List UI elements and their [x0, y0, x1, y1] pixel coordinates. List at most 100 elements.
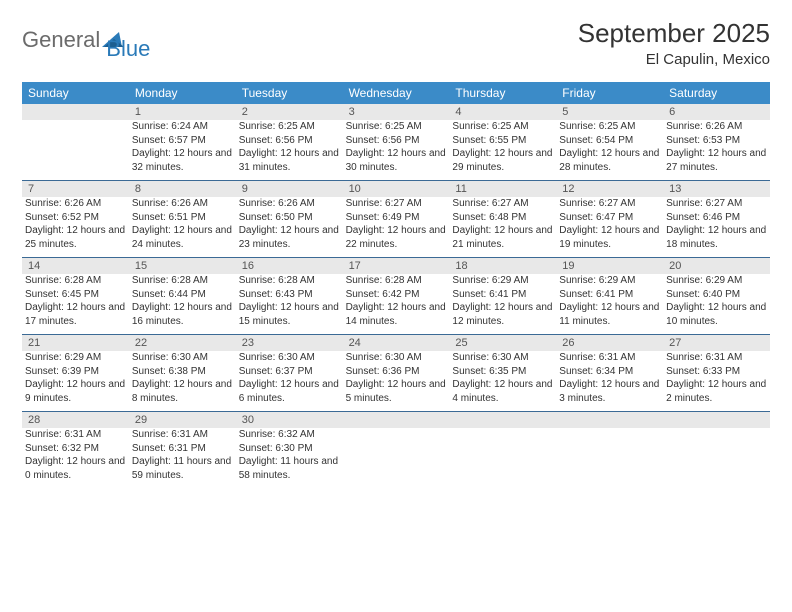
calendar-cell: [449, 428, 556, 488]
daylight-line: Daylight: 11 hours and 58 minutes.: [239, 455, 340, 482]
calendar-cell: Sunrise: 6:30 AMSunset: 6:36 PMDaylight:…: [343, 351, 450, 411]
sunset-line: Sunset: 6:56 PM: [239, 134, 340, 148]
weeks-container: 123456Sunrise: 6:24 AMSunset: 6:57 PMDay…: [22, 104, 770, 488]
day-number: 8: [129, 181, 236, 197]
day-number: 17: [343, 258, 450, 274]
day-number: 30: [236, 412, 343, 428]
day-number: 16: [236, 258, 343, 274]
header: General Blue September 2025 El Capulin, …: [22, 18, 770, 68]
sunrise-line: Sunrise: 6:30 AM: [346, 351, 447, 365]
day-number: 21: [22, 335, 129, 351]
daylight-line: Daylight: 12 hours and 14 minutes.: [346, 301, 447, 328]
sunset-line: Sunset: 6:47 PM: [559, 211, 660, 225]
day-header-wed: Wednesday: [343, 82, 450, 104]
daylight-line: Daylight: 12 hours and 28 minutes.: [559, 147, 660, 174]
calendar-cell: Sunrise: 6:31 AMSunset: 6:33 PMDaylight:…: [663, 351, 770, 411]
day-number: [343, 412, 450, 428]
day-header-sat: Saturday: [663, 82, 770, 104]
sunset-line: Sunset: 6:40 PM: [666, 288, 767, 302]
logo-blue-text: Blue: [106, 36, 150, 61]
daylight-line: Daylight: 12 hours and 25 minutes.: [25, 224, 126, 251]
calendar-cell: Sunrise: 6:28 AMSunset: 6:42 PMDaylight:…: [343, 274, 450, 334]
sunrise-line: Sunrise: 6:25 AM: [239, 120, 340, 134]
day-number: 5: [556, 104, 663, 120]
daylight-line: Daylight: 12 hours and 8 minutes.: [132, 378, 233, 405]
day-number: 28: [22, 412, 129, 428]
sunrise-line: Sunrise: 6:31 AM: [666, 351, 767, 365]
calendar-cell: Sunrise: 6:25 AMSunset: 6:54 PMDaylight:…: [556, 120, 663, 180]
sunrise-line: Sunrise: 6:28 AM: [239, 274, 340, 288]
calendar-cell: Sunrise: 6:25 AMSunset: 6:56 PMDaylight:…: [236, 120, 343, 180]
sunrise-line: Sunrise: 6:26 AM: [666, 120, 767, 134]
week-row: Sunrise: 6:28 AMSunset: 6:45 PMDaylight:…: [22, 274, 770, 335]
sunset-line: Sunset: 6:42 PM: [346, 288, 447, 302]
day-header-row: Sunday Monday Tuesday Wednesday Thursday…: [22, 82, 770, 104]
daylight-line: Daylight: 12 hours and 23 minutes.: [239, 224, 340, 251]
day-number: 18: [449, 258, 556, 274]
sunrise-line: Sunrise: 6:28 AM: [346, 274, 447, 288]
calendar-cell: Sunrise: 6:32 AMSunset: 6:30 PMDaylight:…: [236, 428, 343, 488]
day-number-row: 123456: [22, 104, 770, 120]
calendar-cell: Sunrise: 6:27 AMSunset: 6:47 PMDaylight:…: [556, 197, 663, 257]
calendar-cell: Sunrise: 6:30 AMSunset: 6:35 PMDaylight:…: [449, 351, 556, 411]
day-number: 15: [129, 258, 236, 274]
day-header-thu: Thursday: [449, 82, 556, 104]
week-row: Sunrise: 6:29 AMSunset: 6:39 PMDaylight:…: [22, 351, 770, 412]
sunrise-line: Sunrise: 6:31 AM: [132, 428, 233, 442]
daylight-line: Daylight: 12 hours and 16 minutes.: [132, 301, 233, 328]
sunset-line: Sunset: 6:39 PM: [25, 365, 126, 379]
daylight-line: Daylight: 12 hours and 4 minutes.: [452, 378, 553, 405]
calendar-cell: Sunrise: 6:28 AMSunset: 6:43 PMDaylight:…: [236, 274, 343, 334]
calendar-cell: Sunrise: 6:27 AMSunset: 6:48 PMDaylight:…: [449, 197, 556, 257]
sunset-line: Sunset: 6:37 PM: [239, 365, 340, 379]
day-header-mon: Monday: [129, 82, 236, 104]
sunset-line: Sunset: 6:38 PM: [132, 365, 233, 379]
sunrise-line: Sunrise: 6:28 AM: [25, 274, 126, 288]
daylight-line: Daylight: 12 hours and 22 minutes.: [346, 224, 447, 251]
calendar-cell: Sunrise: 6:24 AMSunset: 6:57 PMDaylight:…: [129, 120, 236, 180]
sunset-line: Sunset: 6:53 PM: [666, 134, 767, 148]
sunset-line: Sunset: 6:43 PM: [239, 288, 340, 302]
day-number: 29: [129, 412, 236, 428]
daylight-line: Daylight: 12 hours and 17 minutes.: [25, 301, 126, 328]
calendar-cell: Sunrise: 6:26 AMSunset: 6:51 PMDaylight:…: [129, 197, 236, 257]
sunrise-line: Sunrise: 6:32 AM: [239, 428, 340, 442]
day-number: 6: [663, 104, 770, 120]
sunset-line: Sunset: 6:46 PM: [666, 211, 767, 225]
sunset-line: Sunset: 6:44 PM: [132, 288, 233, 302]
day-number-row: 21222324252627: [22, 335, 770, 351]
day-number: 24: [343, 335, 450, 351]
sunrise-line: Sunrise: 6:27 AM: [559, 197, 660, 211]
sunset-line: Sunset: 6:45 PM: [25, 288, 126, 302]
day-number: 1: [129, 104, 236, 120]
sunrise-line: Sunrise: 6:28 AM: [132, 274, 233, 288]
sunrise-line: Sunrise: 6:26 AM: [25, 197, 126, 211]
calendar-cell: Sunrise: 6:30 AMSunset: 6:38 PMDaylight:…: [129, 351, 236, 411]
sunrise-line: Sunrise: 6:26 AM: [132, 197, 233, 211]
sunset-line: Sunset: 6:49 PM: [346, 211, 447, 225]
sunrise-line: Sunrise: 6:31 AM: [559, 351, 660, 365]
daylight-line: Daylight: 12 hours and 30 minutes.: [346, 147, 447, 174]
calendar-cell: Sunrise: 6:28 AMSunset: 6:44 PMDaylight:…: [129, 274, 236, 334]
daylight-line: Daylight: 12 hours and 9 minutes.: [25, 378, 126, 405]
week-row: Sunrise: 6:31 AMSunset: 6:32 PMDaylight:…: [22, 428, 770, 488]
day-number: 7: [22, 181, 129, 197]
sunset-line: Sunset: 6:50 PM: [239, 211, 340, 225]
daylight-line: Daylight: 12 hours and 0 minutes.: [25, 455, 126, 482]
logo: General Blue: [22, 18, 150, 62]
daylight-line: Daylight: 12 hours and 29 minutes.: [452, 147, 553, 174]
sunset-line: Sunset: 6:57 PM: [132, 134, 233, 148]
sunrise-line: Sunrise: 6:27 AM: [452, 197, 553, 211]
sunrise-line: Sunrise: 6:26 AM: [239, 197, 340, 211]
sunset-line: Sunset: 6:55 PM: [452, 134, 553, 148]
day-number: 3: [343, 104, 450, 120]
day-number: [663, 412, 770, 428]
daylight-line: Daylight: 12 hours and 32 minutes.: [132, 147, 233, 174]
calendar-cell: [556, 428, 663, 488]
sunrise-line: Sunrise: 6:30 AM: [132, 351, 233, 365]
sunrise-line: Sunrise: 6:29 AM: [559, 274, 660, 288]
sunrise-line: Sunrise: 6:30 AM: [239, 351, 340, 365]
sunset-line: Sunset: 6:35 PM: [452, 365, 553, 379]
sunrise-line: Sunrise: 6:27 AM: [666, 197, 767, 211]
sunrise-line: Sunrise: 6:25 AM: [559, 120, 660, 134]
